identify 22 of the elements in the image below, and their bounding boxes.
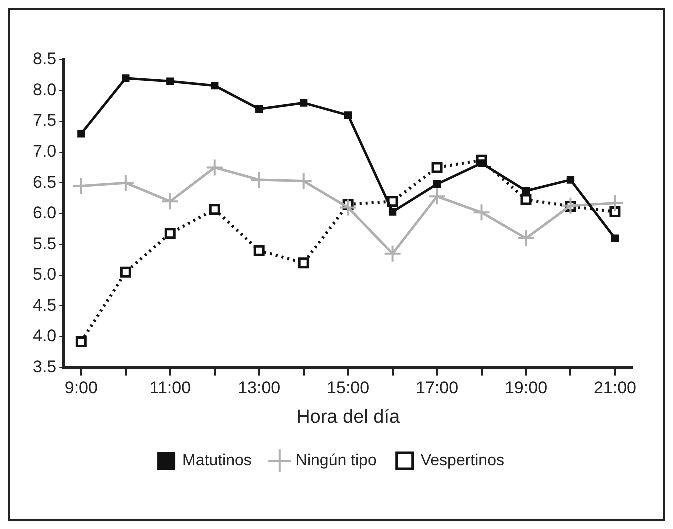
x-tick-label: 19:00 [504,378,548,398]
y-tick-label: 3.5 [32,357,57,376]
y-tick-label: 5.5 [32,234,57,254]
y-tick-label: 6.0 [32,204,57,223]
x-tick-label: 13:00 [238,378,281,398]
x-tick-label: 9:00 [64,378,98,398]
x-tick-label: 21:00 [594,378,636,398]
x-tick-label: 17:00 [416,378,459,398]
y-tick-label: 4.5 [32,296,57,315]
y-tick-label: 8.5 [32,50,57,69]
y-tick-label: 5.0 [32,265,57,284]
y-tick-label: 7.0 [32,142,57,162]
y-tick-label: 7.5 [32,111,57,130]
x-axis-title: Hora del día [296,406,400,428]
y-tick-label: 4.0 [32,326,57,346]
y-tick-label: 6.5 [32,172,57,192]
legend-label: Ningún tipo [296,452,377,470]
x-tick-label: 15:00 [327,378,370,398]
legend-label: Vespertinos [420,452,504,470]
legend-label: Matutinos [182,452,252,470]
y-tick-label: 8.0 [32,80,57,100]
x-tick-label: 11:00 [150,378,192,398]
